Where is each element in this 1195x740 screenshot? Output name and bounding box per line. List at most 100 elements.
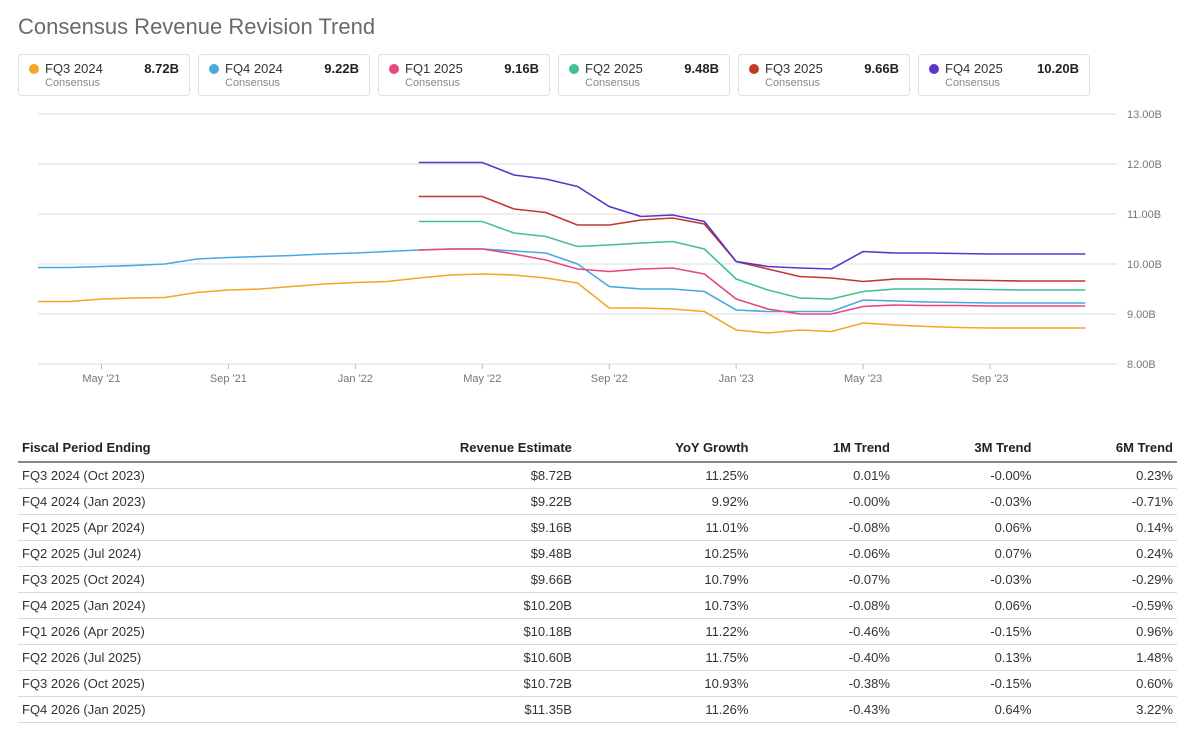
legend-sub: Consensus (929, 77, 1079, 89)
table-cell: 11.26% (576, 697, 753, 723)
legend-sub: Consensus (389, 77, 539, 89)
table-cell: 10.25% (576, 541, 753, 567)
table-cell: 10.93% (576, 671, 753, 697)
table-cell: 9.92% (576, 489, 753, 515)
table-cell: $10.72B (315, 671, 576, 697)
table-row: FQ4 2024 (Jan 2023)$9.22B9.92%-0.00%-0.0… (18, 489, 1177, 515)
legend-card[interactable]: FQ3 2025 9.66BConsensus (738, 54, 910, 96)
table-row: FQ3 2024 (Oct 2023)$8.72B11.25%0.01%-0.0… (18, 462, 1177, 489)
table-cell: $9.48B (315, 541, 576, 567)
table-cell: -0.08% (752, 515, 894, 541)
table-cell: 11.75% (576, 645, 753, 671)
table-cell: 10.73% (576, 593, 753, 619)
svg-text:Jan '23: Jan '23 (719, 373, 754, 385)
table-cell: $9.22B (315, 489, 576, 515)
svg-text:11.00B: 11.00B (1127, 209, 1161, 221)
table-cell: -0.59% (1035, 593, 1177, 619)
legend-label: FQ4 2025 (945, 61, 1003, 76)
table-cell: FQ3 2026 (Oct 2025) (18, 671, 315, 697)
legend-sub: Consensus (749, 77, 899, 89)
table-cell: -0.15% (894, 671, 1036, 697)
table-cell: $9.66B (315, 567, 576, 593)
legend-card[interactable]: FQ4 2024 9.22BConsensus (198, 54, 370, 96)
legend-value: 9.66B (864, 61, 899, 76)
table-cell: $10.20B (315, 593, 576, 619)
legend-sub: Consensus (209, 77, 359, 89)
table-row: FQ1 2026 (Apr 2025)$10.18B11.22%-0.46%-0… (18, 619, 1177, 645)
table-col-header: Fiscal Period Ending (18, 434, 315, 462)
legend-value: 9.16B (504, 61, 539, 76)
page-title: Consensus Revenue Revision Trend (18, 14, 1177, 40)
table-cell: FQ2 2026 (Jul 2025) (18, 645, 315, 671)
table-cell: -0.46% (752, 619, 894, 645)
legend-sub: Consensus (29, 77, 179, 89)
table-cell: FQ4 2026 (Jan 2025) (18, 697, 315, 723)
legend-dot-icon (569, 64, 579, 74)
table-cell: 1.48% (1035, 645, 1177, 671)
legend-card[interactable]: FQ1 2025 9.16BConsensus (378, 54, 550, 96)
svg-text:May '22: May '22 (463, 373, 501, 385)
table-cell: 0.13% (894, 645, 1036, 671)
legend-label: FQ3 2024 (45, 61, 103, 76)
revenue-table: Fiscal Period EndingRevenue EstimateYoY … (18, 434, 1177, 723)
table-cell: 0.14% (1035, 515, 1177, 541)
table-cell: 3.22% (1035, 697, 1177, 723)
table-cell: 0.01% (752, 462, 894, 489)
legend-value: 9.22B (324, 61, 359, 76)
legend-label: FQ1 2025 (405, 61, 463, 76)
table-cell: $11.35B (315, 697, 576, 723)
legend-label: FQ3 2025 (765, 61, 823, 76)
table-body: FQ3 2024 (Oct 2023)$8.72B11.25%0.01%-0.0… (18, 462, 1177, 723)
table-cell: FQ3 2024 (Oct 2023) (18, 462, 315, 489)
table-cell: -0.08% (752, 593, 894, 619)
table-cell: -0.03% (894, 489, 1036, 515)
legend-card[interactable]: FQ4 202510.20BConsensus (918, 54, 1090, 96)
table-cell: -0.43% (752, 697, 894, 723)
table-cell: -0.06% (752, 541, 894, 567)
table-cell: $10.60B (315, 645, 576, 671)
legend-card[interactable]: FQ3 20248.72BConsensus (18, 54, 190, 96)
legend-card[interactable]: FQ2 20259.48BConsensus (558, 54, 730, 96)
table-cell: 11.22% (576, 619, 753, 645)
legend-dot-icon (929, 64, 939, 74)
table-cell: FQ2 2025 (Jul 2024) (18, 541, 315, 567)
table-cell: FQ1 2026 (Apr 2025) (18, 619, 315, 645)
svg-text:12.00B: 12.00B (1127, 159, 1162, 171)
table-cell: $9.16B (315, 515, 576, 541)
table-row: FQ2 2026 (Jul 2025)$10.60B11.75%-0.40%0.… (18, 645, 1177, 671)
table-cell: FQ4 2025 (Jan 2024) (18, 593, 315, 619)
table-cell: 11.01% (576, 515, 753, 541)
revenue-revision-chart: 8.00B9.00B10.00B11.00B12.00B13.00BMay '2… (18, 104, 1177, 394)
table-col-header: 1M Trend (752, 434, 894, 462)
table-cell: 0.06% (894, 593, 1036, 619)
table-cell: -0.38% (752, 671, 894, 697)
table-cell: 0.96% (1035, 619, 1177, 645)
table-cell: -0.00% (752, 489, 894, 515)
legend-row: FQ3 20248.72BConsensusFQ4 20249.22BConse… (18, 54, 1177, 96)
svg-text:9.00B: 9.00B (1127, 309, 1156, 321)
table-cell: 0.07% (894, 541, 1036, 567)
table-cell: 0.24% (1035, 541, 1177, 567)
table-cell: 11.25% (576, 462, 753, 489)
legend-dot-icon (209, 64, 219, 74)
chart-svg: 8.00B9.00B10.00B11.00B12.00B13.00BMay '2… (18, 104, 1177, 394)
table-cell: 0.23% (1035, 462, 1177, 489)
legend-dot-icon (749, 64, 759, 74)
table-cell: 10.79% (576, 567, 753, 593)
table-col-header: YoY Growth (576, 434, 753, 462)
svg-text:Sep '21: Sep '21 (210, 373, 247, 385)
table-cell: -0.71% (1035, 489, 1177, 515)
legend-value: 9.48B (684, 61, 719, 76)
table-col-header: 3M Trend (894, 434, 1036, 462)
svg-text:May '21: May '21 (82, 373, 120, 385)
table-row: FQ4 2026 (Jan 2025)$11.35B11.26%-0.43%0.… (18, 697, 1177, 723)
table-cell: -0.07% (752, 567, 894, 593)
table-cell: $8.72B (315, 462, 576, 489)
table-row: FQ2 2025 (Jul 2024)$9.48B10.25%-0.06%0.0… (18, 541, 1177, 567)
svg-text:Jan '22: Jan '22 (338, 373, 373, 385)
legend-label: FQ4 2024 (225, 61, 283, 76)
table-cell: 0.64% (894, 697, 1036, 723)
table-cell: -0.40% (752, 645, 894, 671)
table-col-header: Revenue Estimate (315, 434, 576, 462)
legend-sub: Consensus (569, 77, 719, 89)
